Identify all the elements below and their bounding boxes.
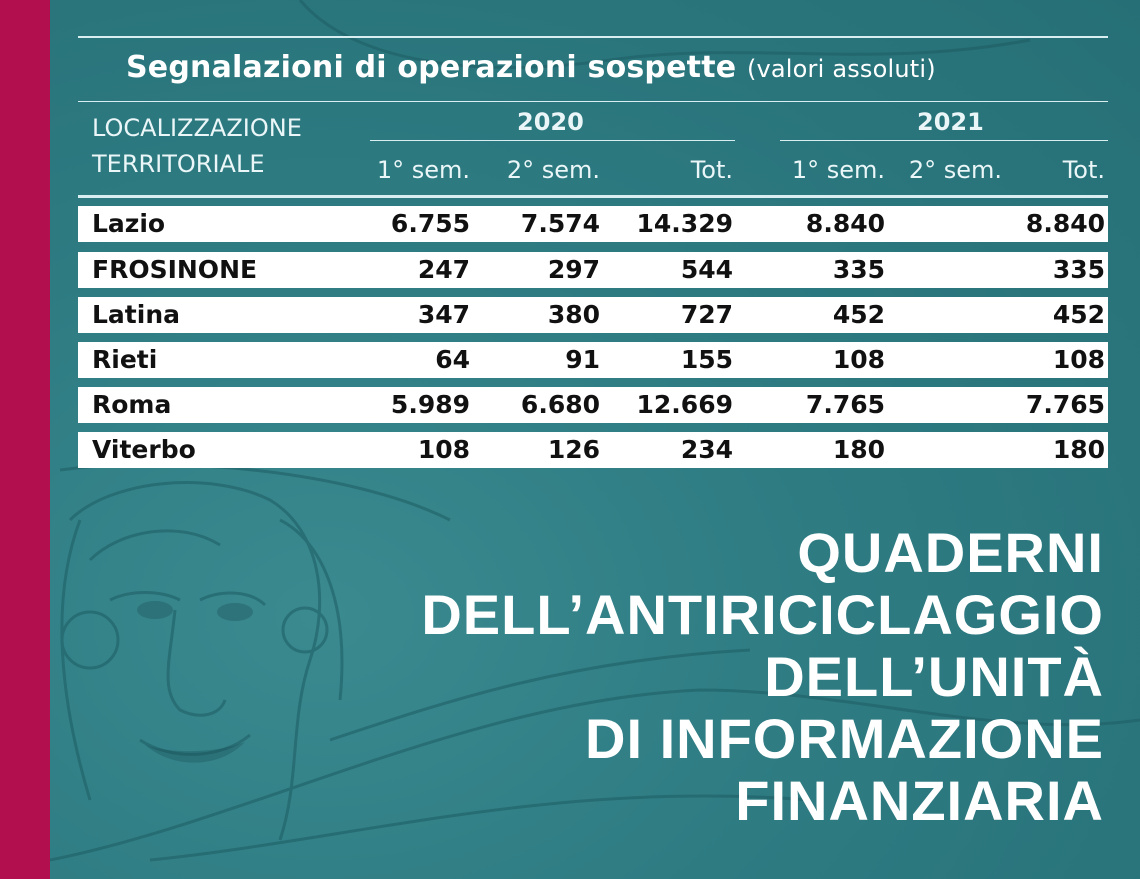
header-2021-tot: Tot. [1062, 156, 1105, 184]
cover-title-line-1: QUADERNI [797, 521, 1104, 584]
cell-2020-tot: 234 [680, 435, 733, 464]
header-2020-sem1: 1° sem. [376, 156, 470, 184]
header-year-2020: 2020 [517, 108, 584, 136]
cell-2020-sem2: 380 [547, 300, 600, 329]
cell-2021-sem1: 7.765 [805, 390, 885, 419]
cell-2021-tot: 8.840 [1025, 209, 1105, 238]
row-name: Rieti [92, 345, 158, 374]
cell-2021-sem1: 108 [832, 345, 885, 374]
cell-2020-sem1: 5.989 [390, 390, 470, 419]
cell-2020-tot: 544 [680, 255, 733, 284]
cell-2020-tot: 14.329 [636, 209, 733, 238]
cell-2020-sem2: 91 [565, 345, 600, 374]
header-territory-1: LOCALIZZAZIONE [92, 114, 302, 142]
cell-2020-sem2: 7.574 [520, 209, 600, 238]
cell-2020-sem1: 347 [417, 300, 470, 329]
cell-2021-sem2 [892, 432, 1002, 468]
cell-2021-sem2 [892, 252, 1002, 288]
cell-2020-sem2: 6.680 [520, 390, 600, 419]
header-territory-2: TERRITORIALE [92, 150, 265, 178]
cover-title-line-2: DELL’ANTIRICICLAGGIO [421, 583, 1104, 646]
year-rule-2020 [370, 140, 735, 141]
cover-title-line-5: FINANZIARIA [735, 769, 1104, 832]
table-title-text: Segnalazioni di operazioni sospette [126, 50, 737, 85]
table-title: Segnalazioni di operazioni sospette (val… [126, 50, 936, 85]
header-2020-sem2: 2° sem. [506, 156, 600, 184]
cover-title: QUADERNI DELL’ANTIRICICLAGGIO DELL’UNITÀ… [421, 522, 1104, 832]
table-row-rieti: Rieti 64 91 155 108 108 [78, 342, 1108, 378]
table-row-lazio: Lazio 6.755 7.574 14.329 8.840 8.840 [78, 206, 1108, 242]
title-rule [78, 101, 1108, 102]
cover-title-line-3: DELL’UNITÀ [764, 645, 1104, 708]
cell-2021-sem1: 180 [832, 435, 885, 464]
row-name: Lazio [92, 209, 166, 238]
cell-2020-sem1: 247 [417, 255, 470, 284]
cell-2021-sem2 [892, 387, 1002, 423]
cell-2020-sem2: 297 [547, 255, 600, 284]
year-rule-2021 [780, 140, 1108, 141]
cell-2021-sem2 [892, 342, 1002, 378]
cell-2021-tot: 7.765 [1025, 390, 1105, 419]
cell-2020-sem1: 108 [417, 435, 470, 464]
row-name: Roma [92, 390, 172, 419]
cell-2020-tot: 727 [680, 300, 733, 329]
cell-2021-tot: 335 [1052, 255, 1105, 284]
table-row-roma: Roma 5.989 6.680 12.669 7.765 7.765 [78, 387, 1108, 423]
cell-2021-sem2 [892, 297, 1002, 333]
table-row-latina: Latina 347 380 727 452 452 [78, 297, 1108, 333]
cover-title-line-4: DI INFORMAZIONE [585, 707, 1104, 770]
row-name: Latina [92, 300, 180, 329]
cell-2021-sem2 [892, 206, 1002, 242]
header-2020-tot: Tot. [690, 156, 733, 184]
cell-2020-tot: 12.669 [636, 390, 733, 419]
sketch-portrait-icon [50, 0, 1140, 862]
cell-2021-tot: 180 [1052, 435, 1105, 464]
cell-2021-sem1: 8.840 [805, 209, 885, 238]
table-row-frosinone: FROSINONE 247 297 544 335 335 [78, 252, 1108, 288]
table-subtitle: (valori assoluti) [746, 55, 936, 83]
header-year-2021: 2021 [917, 108, 984, 136]
left-color-strip [0, 0, 50, 879]
row-name: Viterbo [92, 435, 196, 464]
cell-2021-tot: 452 [1052, 300, 1105, 329]
cell-2021-sem1: 452 [832, 300, 885, 329]
header-2021-sem2: 2° sem. [908, 156, 1002, 184]
cell-2020-tot: 155 [680, 345, 733, 374]
cell-2021-sem1: 335 [832, 255, 885, 284]
cell-2020-sem1: 64 [435, 345, 470, 374]
cell-2021-tot: 108 [1052, 345, 1105, 374]
row-name: FROSINONE [92, 255, 258, 284]
cell-2020-sem2: 126 [547, 435, 600, 464]
top-rule [78, 36, 1108, 38]
header-2021-sem1: 1° sem. [791, 156, 885, 184]
cell-2020-sem1: 6.755 [390, 209, 470, 238]
header-rule [78, 195, 1108, 198]
table-row-viterbo: Viterbo 108 126 234 180 180 [78, 432, 1108, 468]
